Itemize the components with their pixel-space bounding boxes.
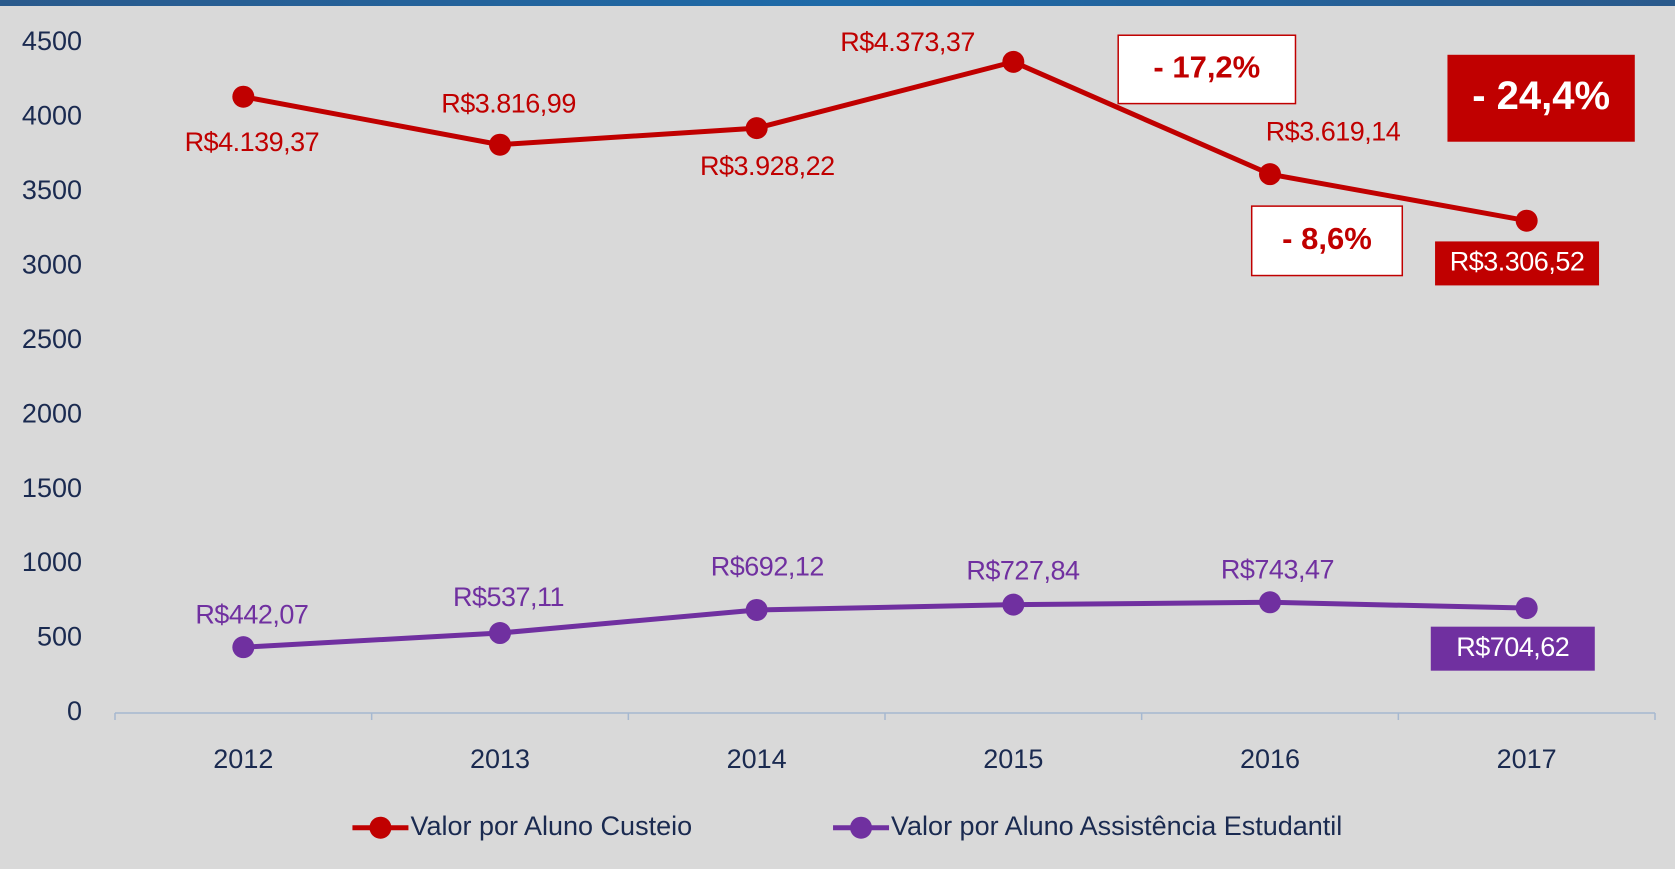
y-tick-label: 500	[37, 622, 82, 652]
annotation-box	[1447, 54, 1635, 142]
legend-label: Valor por Aluno Assistência Estudantil	[891, 811, 1342, 841]
y-tick-label: 4000	[22, 101, 82, 131]
value-label: R$4.373,37	[840, 27, 975, 57]
point	[489, 622, 511, 645]
point	[745, 598, 768, 621]
value-label: R$704,62	[1456, 632, 1569, 662]
y-tick-label: 3000	[22, 249, 82, 279]
x-tick-label: 2016	[1240, 744, 1300, 774]
x-tick-label: 2012	[213, 744, 273, 774]
y-tick-label: 1000	[22, 547, 82, 577]
value-label: R$3.928,22	[700, 151, 835, 181]
y-tick-label: 2000	[22, 398, 82, 428]
series-line	[243, 599, 1527, 650]
point	[1515, 597, 1538, 620]
header-band	[0, 0, 1675, 6]
series-line	[242, 59, 1528, 224]
x-tick-label: 2015	[983, 744, 1043, 774]
annotation: - 24,4%	[1472, 74, 1610, 118]
point	[1002, 593, 1025, 616]
y-tick-label: 4500	[22, 26, 82, 56]
label-box	[1430, 626, 1595, 671]
value-label: R$727,84	[966, 556, 1080, 586]
label-box	[1435, 241, 1600, 286]
y-tick-label: 1500	[22, 473, 82, 503]
point	[745, 117, 768, 140]
value-label: R$3.306,52	[1450, 247, 1585, 277]
value-label: R$4.139,37	[185, 127, 320, 157]
value-label: R$537,11	[453, 582, 564, 612]
point	[1515, 209, 1538, 232]
value-label: R$3.619,14	[1266, 117, 1401, 147]
x-tick-label: 2014	[727, 744, 787, 774]
annotation: - 17,2%	[1153, 50, 1260, 85]
value-label: R$692,12	[711, 551, 824, 581]
value-label: R$743,47	[1221, 554, 1334, 584]
annotation-box	[1117, 34, 1297, 105]
annotation-box	[1250, 205, 1404, 277]
point	[1002, 50, 1025, 73]
value-label: R$3.816,99	[441, 88, 576, 118]
x-tick-label: 2017	[1497, 744, 1557, 774]
value-label: R$442,07	[195, 599, 308, 629]
point	[1259, 591, 1281, 614]
annotation: - 8,6%	[1282, 221, 1372, 256]
legend-marker	[850, 816, 873, 839]
point	[232, 636, 255, 659]
point	[232, 85, 255, 108]
point	[1259, 163, 1281, 186]
y-tick-label: 3500	[22, 175, 82, 205]
legend-label: Valor por Aluno Custeio	[410, 811, 692, 841]
legend-marker	[369, 816, 392, 839]
y-tick-label: 2500	[22, 324, 82, 354]
point	[489, 133, 511, 156]
y-tick-label: 0	[67, 696, 82, 726]
x-tick-label: 2013	[470, 744, 530, 774]
